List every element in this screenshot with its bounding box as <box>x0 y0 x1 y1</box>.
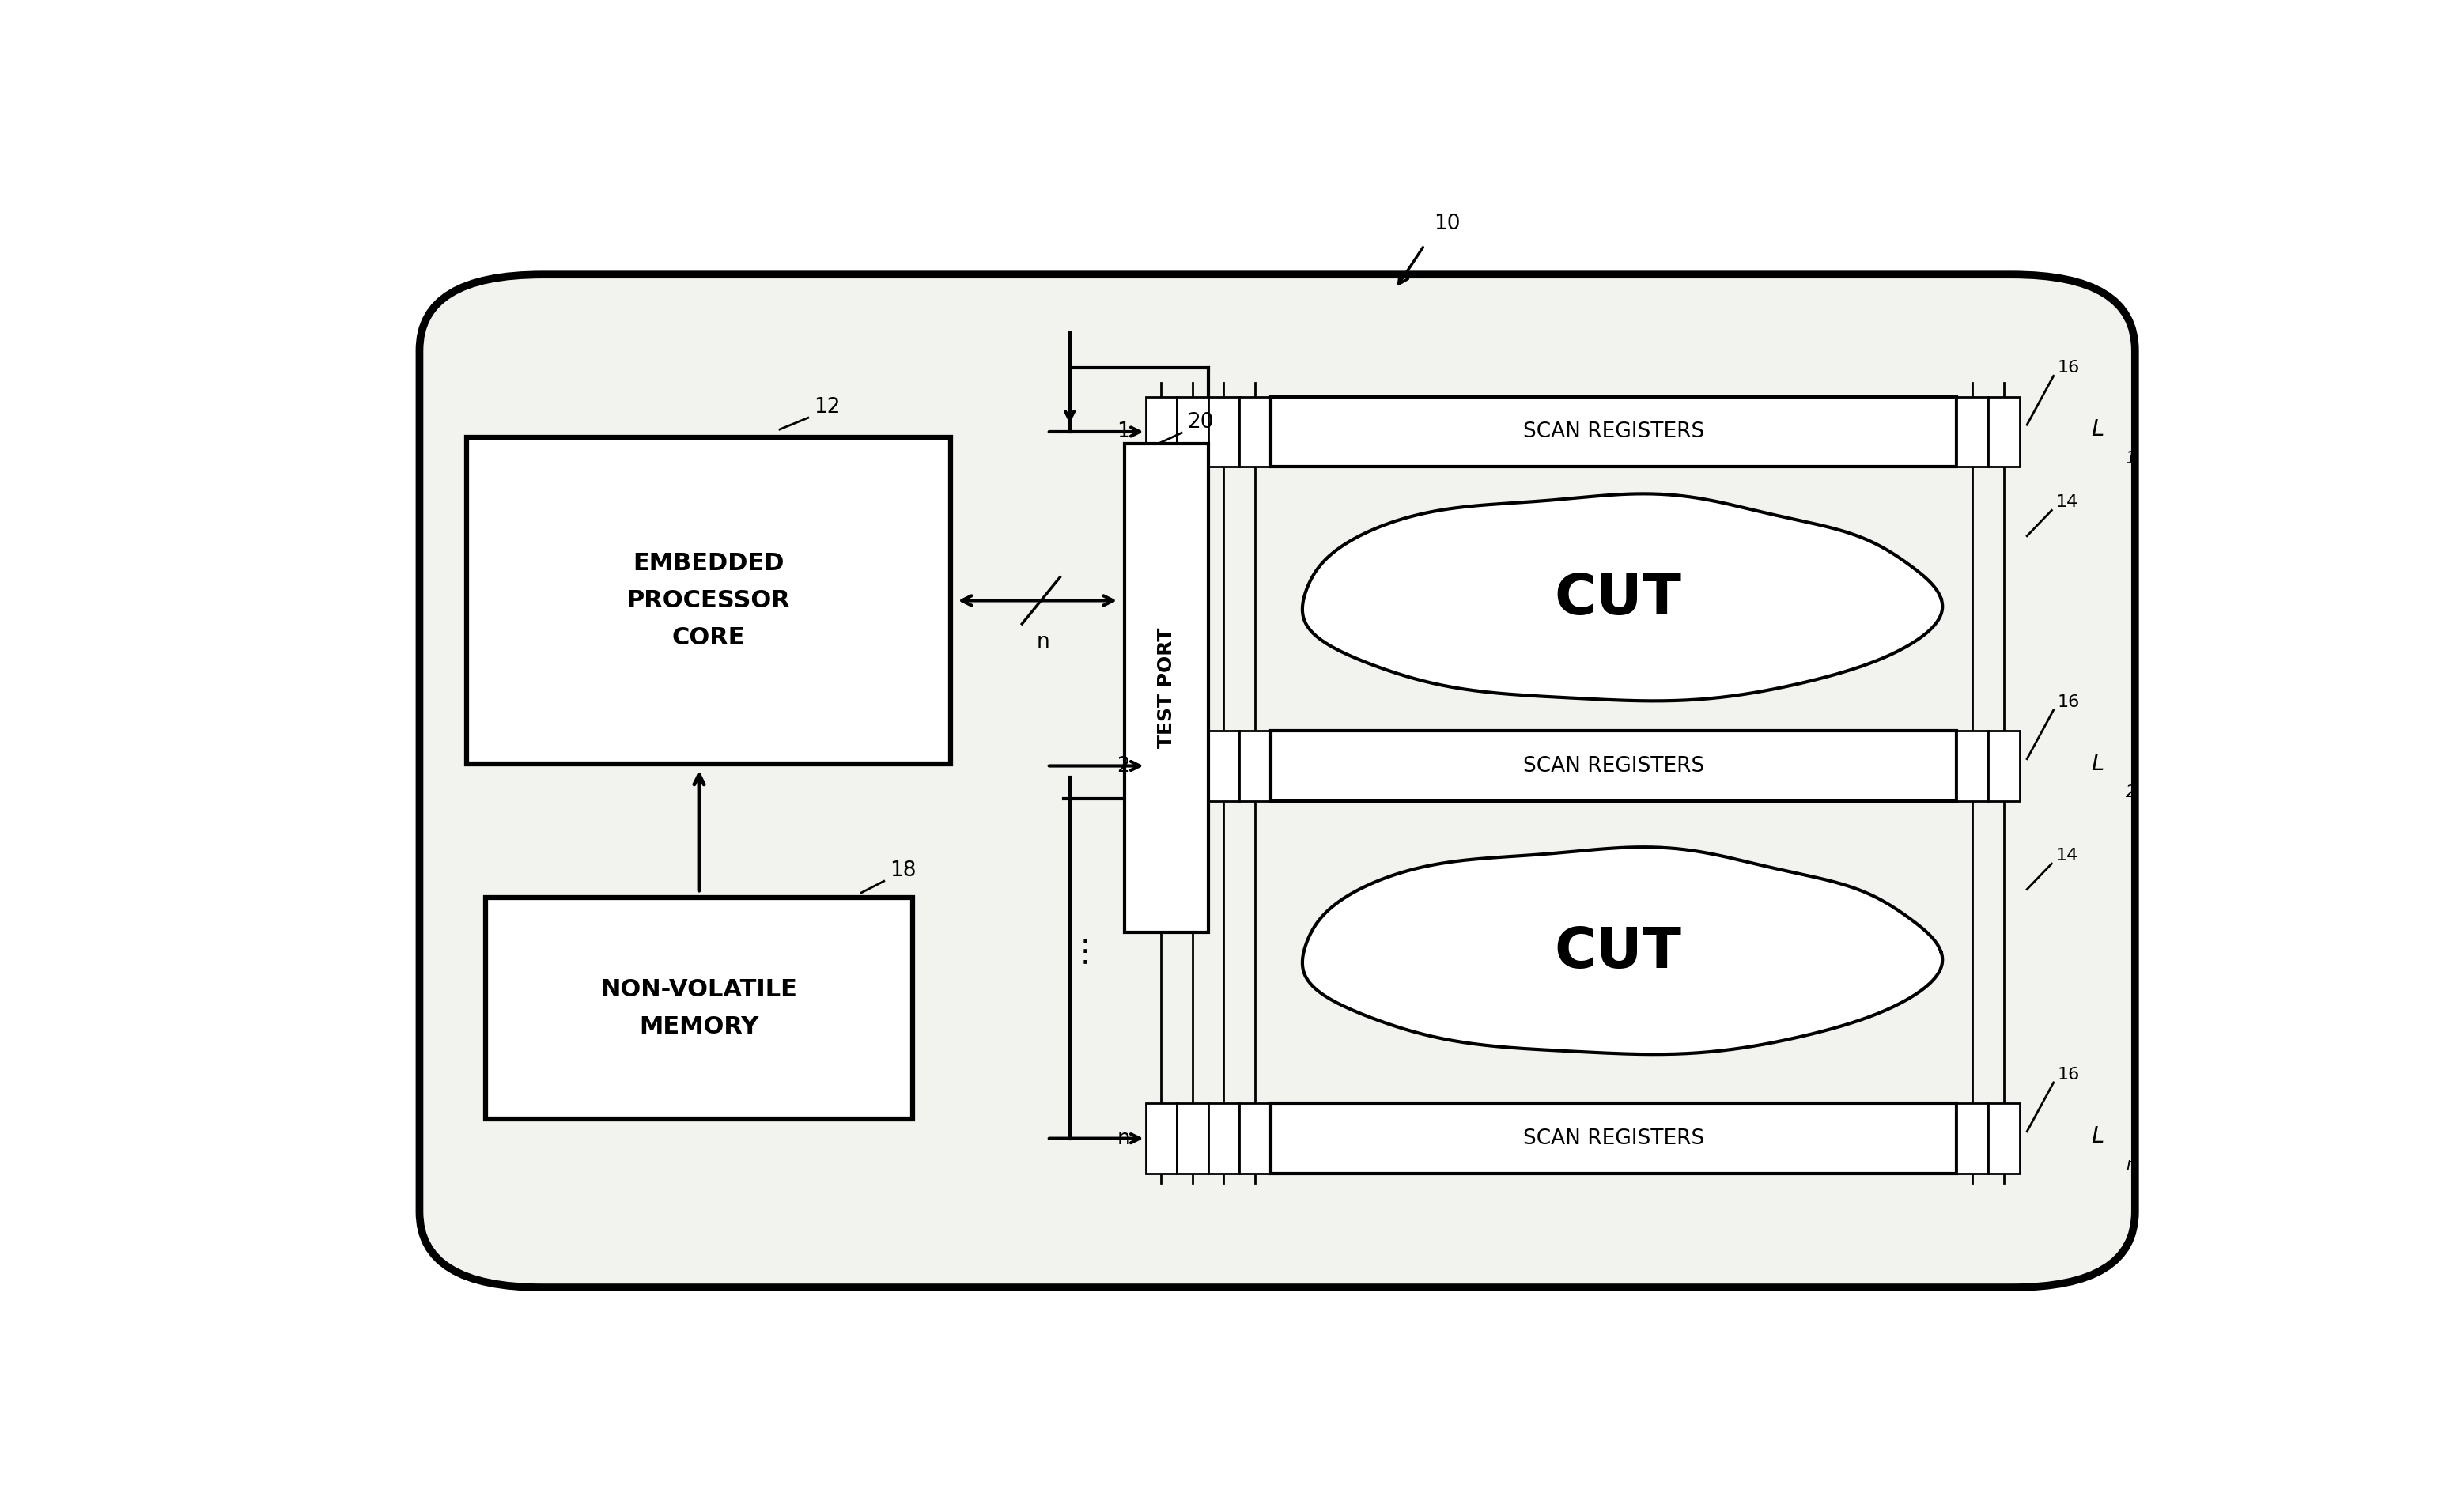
FancyBboxPatch shape <box>1957 730 1989 801</box>
Text: 16: 16 <box>2057 694 2079 711</box>
Text: 18: 18 <box>890 860 917 881</box>
Text: TEST PORT: TEST PORT <box>1157 627 1177 748</box>
FancyBboxPatch shape <box>1240 396 1269 467</box>
Text: EMBEDDED
PROCESSOR
CORE: EMBEDDED PROCESSOR CORE <box>626 552 790 650</box>
Polygon shape <box>1301 847 1942 1054</box>
Text: 10: 10 <box>1433 213 1460 234</box>
Text: SCAN REGISTERS: SCAN REGISTERS <box>1524 1128 1705 1149</box>
FancyBboxPatch shape <box>1145 730 1177 801</box>
Text: L: L <box>2091 419 2104 440</box>
Text: n: n <box>2126 1157 2135 1173</box>
Text: 14: 14 <box>2055 848 2077 863</box>
FancyBboxPatch shape <box>487 898 912 1119</box>
Text: 2: 2 <box>2126 785 2135 800</box>
Polygon shape <box>1301 494 1942 702</box>
FancyBboxPatch shape <box>421 275 2135 1288</box>
Text: 1: 1 <box>1118 422 1130 442</box>
Text: L: L <box>2091 753 2104 774</box>
FancyBboxPatch shape <box>1177 730 1208 801</box>
FancyBboxPatch shape <box>1177 396 1208 467</box>
Text: SCAN REGISTERS: SCAN REGISTERS <box>1524 422 1705 442</box>
FancyBboxPatch shape <box>1240 1104 1269 1173</box>
FancyBboxPatch shape <box>1240 730 1269 801</box>
Text: NON-VOLATILE
MEMORY: NON-VOLATILE MEMORY <box>602 978 797 1039</box>
FancyBboxPatch shape <box>1125 443 1208 933</box>
FancyBboxPatch shape <box>1145 1104 1177 1173</box>
FancyBboxPatch shape <box>1957 396 1989 467</box>
FancyBboxPatch shape <box>1989 730 2020 801</box>
Text: CUT: CUT <box>1553 925 1680 980</box>
FancyBboxPatch shape <box>1177 1104 1208 1173</box>
Text: 1: 1 <box>2126 451 2135 466</box>
FancyBboxPatch shape <box>1989 396 2020 467</box>
Text: 2: 2 <box>1118 756 1130 776</box>
FancyBboxPatch shape <box>1208 730 1240 801</box>
Text: 20: 20 <box>1186 413 1213 432</box>
Text: L: L <box>2091 1125 2104 1148</box>
FancyBboxPatch shape <box>1208 1104 1240 1173</box>
FancyBboxPatch shape <box>1269 730 1957 801</box>
Text: ⋮: ⋮ <box>1069 937 1101 968</box>
Text: SCAN REGISTERS: SCAN REGISTERS <box>1524 756 1705 776</box>
FancyBboxPatch shape <box>1989 1104 2020 1173</box>
FancyBboxPatch shape <box>1269 1104 1957 1173</box>
FancyBboxPatch shape <box>1145 396 1177 467</box>
FancyBboxPatch shape <box>1208 396 1240 467</box>
FancyBboxPatch shape <box>1269 396 1957 467</box>
Text: n: n <box>1118 1128 1130 1149</box>
FancyBboxPatch shape <box>1957 1104 1989 1173</box>
Text: CUT: CUT <box>1553 572 1680 626</box>
Text: 16: 16 <box>2057 360 2079 376</box>
Text: 16: 16 <box>2057 1067 2079 1083</box>
Text: 14: 14 <box>2055 494 2077 511</box>
Text: 12: 12 <box>815 398 841 417</box>
FancyBboxPatch shape <box>467 437 951 764</box>
Text: n: n <box>1037 632 1049 653</box>
